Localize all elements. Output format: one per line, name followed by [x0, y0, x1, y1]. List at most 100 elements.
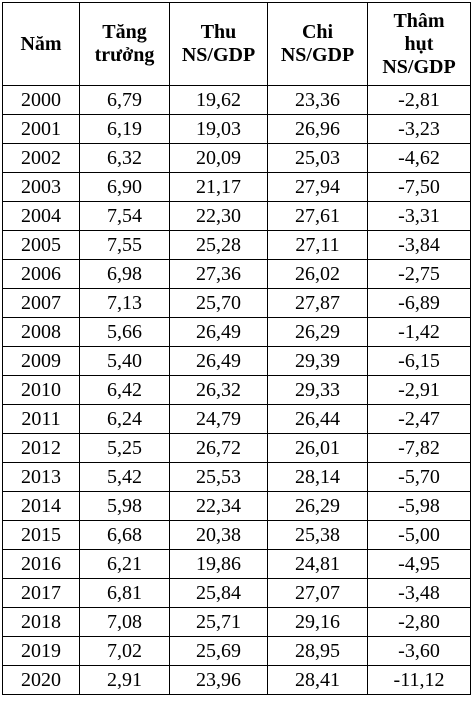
table-cell: -4,95 [367, 549, 471, 579]
table-cell: -6,15 [367, 346, 471, 376]
table-cell: 2019 [2, 636, 80, 666]
table-row: 2006 6,98 27,36 26,02 -2,75 [2, 259, 471, 289]
table-cell: 2005 [2, 230, 80, 260]
table-row: 2003 6,90 21,17 27,94 -7,50 [2, 172, 471, 202]
table-cell: -3,84 [367, 230, 471, 260]
table-row: 2009 5,40 26,49 29,39 -6,15 [2, 346, 471, 376]
table-row: 2011 6,24 24,79 26,44 -2,47 [2, 404, 471, 434]
table-cell: 26,29 [267, 317, 368, 347]
table-cell: 25,84 [169, 578, 268, 608]
table-row: 2000 6,79 19,62 23,36 -2,81 [2, 85, 471, 115]
table-row: 2005 7,55 25,28 27,11 -3,84 [2, 230, 471, 260]
table-cell: 2007 [2, 288, 80, 318]
table-cell: 27,61 [267, 201, 368, 231]
table-cell: 2015 [2, 520, 80, 550]
table-cell: 6,68 [79, 520, 170, 550]
table-cell: 7,08 [79, 607, 170, 637]
table-cell: 23,96 [169, 665, 268, 695]
table-cell: 2009 [2, 346, 80, 376]
table-cell: 27,07 [267, 578, 368, 608]
table-body: 2000 6,79 19,62 23,36 -2,81 2001 6,19 19,03 26,9… [2, 85, 471, 695]
table-cell: -4,62 [367, 143, 471, 173]
table-cell: 24,81 [267, 549, 368, 579]
table-cell: -2,91 [367, 375, 471, 405]
header-cell: Năm [2, 2, 80, 86]
table-cell: -3,48 [367, 578, 471, 608]
table-cell: 2020 [2, 665, 80, 695]
table-row: 2007 7,13 25,70 27,87 -6,89 [2, 288, 471, 318]
table-cell: 20,38 [169, 520, 268, 550]
header-text: hụt [404, 32, 434, 55]
table-cell: 26,32 [169, 375, 268, 405]
table-cell: 19,86 [169, 549, 268, 579]
table-cell: 22,30 [169, 201, 268, 231]
header-text: NS/GDP [181, 44, 256, 66]
table-cell: 2016 [2, 549, 80, 579]
table-cell: -5,00 [367, 520, 471, 550]
header-text: Chi [301, 21, 334, 43]
header-text: NS/GDP [382, 55, 456, 78]
table-row: 2018 7,08 25,71 29,16 -2,80 [2, 607, 471, 637]
table-cell: 6,42 [79, 375, 170, 405]
header-cell: Chi NS/GDP [267, 2, 368, 86]
table-cell: 2001 [2, 114, 80, 144]
header-cell: Thu NS/GDP [169, 2, 268, 86]
table-cell: -1,42 [367, 317, 471, 347]
header-text: Thâm [393, 9, 445, 32]
table-cell: 7,55 [79, 230, 170, 260]
table-cell: 25,28 [169, 230, 268, 260]
table-cell: 2004 [2, 201, 80, 231]
header-text: Năm [20, 32, 62, 55]
table-cell: -11,12 [367, 665, 471, 695]
table-cell: 25,71 [169, 607, 268, 637]
table-cell: 6,79 [79, 85, 170, 115]
table-cell: 6,32 [79, 143, 170, 173]
table-cell: 6,24 [79, 404, 170, 434]
table-cell: 21,17 [169, 172, 268, 202]
table-cell: 20,09 [169, 143, 268, 173]
table-cell: 2017 [2, 578, 80, 608]
table-cell: 19,03 [169, 114, 268, 144]
table-cell: 26,72 [169, 433, 268, 463]
table-cell: 2008 [2, 317, 80, 347]
table-cell: 2012 [2, 433, 80, 463]
table-cell: 2003 [2, 172, 80, 202]
table-cell: -3,60 [367, 636, 471, 666]
header-cell: Thâm hụt NS/GDP [367, 2, 471, 86]
table-row: 2014 5,98 22,34 26,29 -5,98 [2, 491, 471, 521]
table-cell: -7,82 [367, 433, 471, 463]
table-cell: 2014 [2, 491, 80, 521]
table-cell: 7,02 [79, 636, 170, 666]
table-cell: 2,91 [79, 665, 170, 695]
header-text: Thu [200, 21, 237, 43]
table-cell: 5,40 [79, 346, 170, 376]
table-cell: 19,62 [169, 85, 268, 115]
table-row: 2015 6,68 20,38 25,38 -5,00 [2, 520, 471, 550]
data-table: Năm Tăng trưởng Thu NS/GDP Chi NS/GDP Thâm hụt NS… [2, 2, 471, 695]
table-cell: -3,31 [367, 201, 471, 231]
table-cell: 7,54 [79, 201, 170, 231]
table-cell: 29,16 [267, 607, 368, 637]
table-cell: 23,36 [267, 85, 368, 115]
table-cell: 5,66 [79, 317, 170, 347]
table-cell: 2000 [2, 85, 80, 115]
header-cell: Tăng trưởng [79, 2, 170, 86]
table-cell: 6,90 [79, 172, 170, 202]
table-cell: 25,70 [169, 288, 268, 318]
table-cell: 6,81 [79, 578, 170, 608]
table-cell: 5,42 [79, 462, 170, 492]
table-row: 2017 6,81 25,84 27,07 -3,48 [2, 578, 471, 608]
table-cell: -6,89 [367, 288, 471, 318]
table-cell: -2,75 [367, 259, 471, 289]
table-cell: 27,36 [169, 259, 268, 289]
table-cell: 2011 [2, 404, 80, 434]
table-row: 2001 6,19 19,03 26,96 -3,23 [2, 114, 471, 144]
table-row: 2016 6,21 19,86 24,81 -4,95 [2, 549, 471, 579]
table-cell: -5,70 [367, 462, 471, 492]
table-cell: 2006 [2, 259, 80, 289]
table-row: 2004 7,54 22,30 27,61 -3,31 [2, 201, 471, 231]
table-cell: 26,02 [267, 259, 368, 289]
table-cell: 27,94 [267, 172, 368, 202]
table-cell: 6,21 [79, 549, 170, 579]
